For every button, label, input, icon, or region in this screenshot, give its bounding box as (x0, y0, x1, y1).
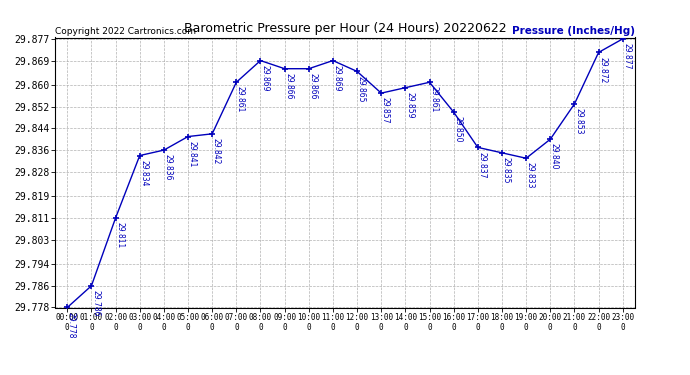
Text: 29.850: 29.850 (453, 116, 462, 143)
Text: 29.836: 29.836 (164, 154, 172, 181)
Text: 29.866: 29.866 (284, 73, 293, 99)
Text: 29.835: 29.835 (502, 157, 511, 183)
Title: Barometric Pressure per Hour (24 Hours) 20220622: Barometric Pressure per Hour (24 Hours) … (184, 22, 506, 35)
Text: 29.842: 29.842 (212, 138, 221, 164)
Text: 29.861: 29.861 (236, 87, 245, 113)
Text: 29.872: 29.872 (598, 57, 607, 83)
Text: 29.865: 29.865 (357, 76, 366, 102)
Text: 29.861: 29.861 (429, 87, 438, 113)
Text: Copyright 2022 Cartronics.com: Copyright 2022 Cartronics.com (55, 27, 196, 36)
Text: 29.834: 29.834 (139, 160, 148, 186)
Text: 29.778: 29.778 (67, 312, 76, 338)
Text: Pressure (Inches/Hg): Pressure (Inches/Hg) (512, 26, 635, 36)
Text: 29.877: 29.877 (622, 43, 631, 69)
Text: 29.869: 29.869 (260, 65, 269, 91)
Text: 29.833: 29.833 (526, 162, 535, 189)
Text: 29.866: 29.866 (308, 73, 317, 99)
Text: 29.786: 29.786 (91, 290, 100, 316)
Text: 29.869: 29.869 (333, 65, 342, 91)
Text: 29.840: 29.840 (550, 143, 559, 170)
Text: 29.837: 29.837 (477, 152, 486, 178)
Text: 29.811: 29.811 (115, 222, 124, 248)
Text: 29.857: 29.857 (381, 97, 390, 124)
Text: 29.859: 29.859 (405, 92, 414, 118)
Text: 29.841: 29.841 (188, 141, 197, 167)
Text: 29.853: 29.853 (574, 108, 583, 135)
